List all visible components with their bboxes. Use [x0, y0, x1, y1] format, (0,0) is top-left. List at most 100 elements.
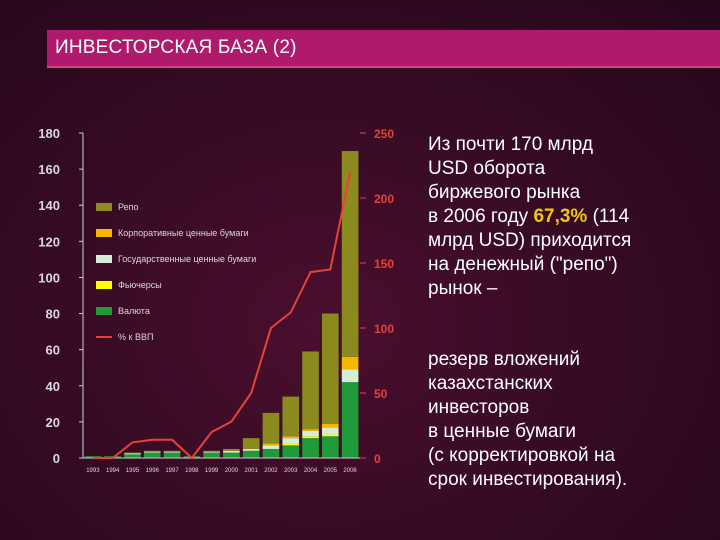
para2-line-6: срок инвестирования).	[428, 469, 628, 490]
x-tick-label: 1995	[126, 468, 140, 474]
title-underline	[47, 66, 720, 68]
bar-segment	[282, 438, 300, 444]
gdp-line	[92, 171, 352, 460]
bar-segment	[242, 438, 260, 449]
bar-segment	[143, 452, 161, 458]
y-right-tick-label: 200	[374, 192, 394, 206]
y-left-tick-label: 20	[46, 415, 60, 430]
para2-line-2: казахстанских	[428, 373, 553, 394]
chart-area: 0 20 40 60 80 100 120 140 160 180 0 50 100 150 200 250 1…	[0, 115, 420, 485]
legend-swatch	[96, 307, 112, 315]
legend-swatch	[96, 229, 112, 237]
bar-segment	[223, 448, 240, 451]
y-left-tick-label: 80	[46, 307, 60, 322]
para2-line-3: инвесторов	[428, 397, 530, 418]
bar-segment	[302, 351, 319, 430]
bar-segment	[203, 450, 220, 452]
x-tick-label: 2006	[343, 468, 357, 474]
y-left-tick-label: 0	[53, 451, 60, 466]
bar-segment	[124, 452, 141, 454]
bar-segment	[143, 450, 161, 452]
para1-line-5: млрд USD) приходится	[428, 230, 632, 251]
page-title: ИНВЕСТОРСКАЯ БАЗА (2)	[55, 37, 297, 58]
para1-line-4: в 2006 году 67,3% (114	[428, 205, 713, 229]
para1-line-4-post: (114	[587, 206, 630, 227]
bar-segment	[322, 436, 339, 458]
legend-label: Репо	[118, 202, 139, 212]
bar-segment	[163, 452, 181, 458]
description-paragraph: Из почти 170 млрд USD оборота биржевого …	[428, 133, 713, 301]
bar-segment	[203, 451, 220, 453]
bar-segment	[322, 427, 339, 435]
bar-segment	[341, 369, 359, 383]
y-right-tick-label: 0	[374, 452, 381, 466]
title-bar: ИНВЕСТОРСКАЯ БАЗА (2)	[47, 30, 720, 66]
para2-line-4: в ценные бумаги	[428, 421, 577, 442]
y-left-tick-label: 100	[38, 270, 60, 285]
y-right-tick-label: 100	[374, 322, 394, 336]
bar-segment	[223, 450, 240, 453]
bar-segment	[124, 453, 141, 455]
x-tick-label: 2003	[284, 468, 298, 474]
y-right-tick-label: 150	[374, 257, 394, 271]
bar-segment	[341, 382, 359, 458]
bar-segment	[84, 456, 102, 458]
x-tick-label: 2002	[264, 468, 278, 474]
bar-segment	[242, 450, 260, 458]
highlight-percentage: 67,3%	[533, 206, 588, 227]
para1-line-4-pre: в 2006 году	[428, 206, 534, 227]
bar-segment	[143, 451, 161, 453]
para1-line-2: USD оборота	[428, 158, 546, 179]
bar-segment	[242, 448, 260, 451]
legend-swatch	[96, 203, 112, 211]
y-left-tick-label: 160	[38, 162, 60, 177]
x-tick-label: 1996	[146, 468, 160, 474]
x-tick-label: 1998	[185, 468, 199, 474]
bar-segment	[302, 430, 319, 437]
bar-segment	[322, 313, 339, 424]
bar-segment	[282, 396, 300, 437]
bar-segment	[262, 445, 280, 449]
y-left-tick-label: 60	[46, 343, 60, 358]
bar-segment	[282, 443, 300, 446]
bar-segment	[322, 434, 339, 437]
bar-segment	[163, 451, 181, 453]
para1-line-6: на денежный ("репо")	[428, 254, 618, 275]
x-tick-label: 1997	[165, 468, 179, 474]
bar-segment	[302, 436, 319, 439]
bar-segment	[262, 412, 280, 444]
bar-segment	[124, 454, 141, 458]
bar-segment	[163, 450, 181, 452]
x-tick-label: 2005	[324, 468, 338, 474]
bar-segment	[282, 445, 300, 458]
y-left-tick-label: 140	[38, 198, 60, 213]
bar-segment	[262, 443, 280, 446]
bar-segment	[302, 438, 319, 458]
legend-label: Фьючерсы	[118, 280, 162, 290]
bar-segment	[223, 452, 240, 458]
x-tick-label: 2004	[304, 468, 318, 474]
bar-segment	[262, 448, 280, 458]
legend-label: Корпоративные ценные бумаги	[118, 228, 249, 238]
bar-segment	[322, 423, 339, 428]
legend-swatch	[96, 255, 112, 263]
para2-line-1: резерв вложений	[428, 349, 581, 370]
bar-segment	[341, 151, 359, 357]
y-right-tick-label: 50	[374, 387, 388, 401]
y-left-tick-label: 180	[38, 126, 60, 141]
legend-label: Валюта	[118, 306, 150, 316]
reserve-paragraph: резерв вложений казахстанских инвесторов…	[428, 348, 713, 492]
bar-segment	[282, 436, 300, 439]
x-tick-label: 1993	[86, 468, 100, 474]
x-tick-label: 1994	[106, 468, 120, 474]
legend-label: % к ВВП	[118, 332, 153, 342]
bar-segment	[203, 452, 220, 458]
para1-line-1: Из почти 170 млрд	[428, 134, 593, 155]
x-tick-label: 2000	[225, 468, 239, 474]
y-right-tick-label: 250	[374, 127, 394, 141]
x-tick-label: 2001	[244, 468, 258, 474]
para2-line-5: (с корректировкой на	[428, 445, 616, 466]
x-tick-label: 1999	[205, 468, 219, 474]
legend-swatch	[96, 281, 112, 289]
y-left-tick-label: 120	[38, 234, 60, 249]
